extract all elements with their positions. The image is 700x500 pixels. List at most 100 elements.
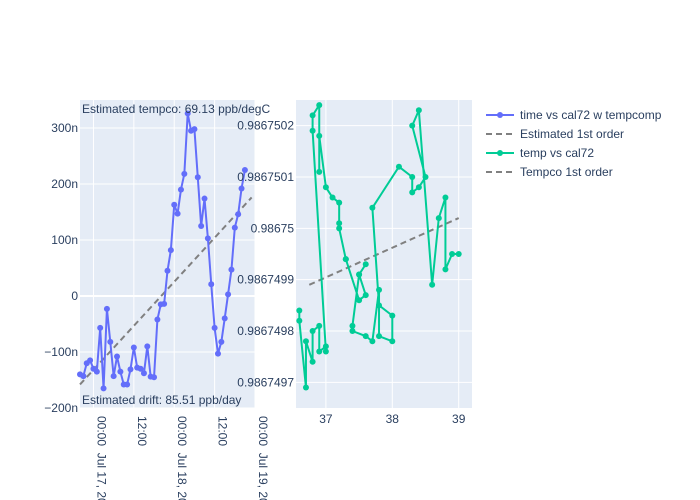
series-temp-vs-cal72-point[interactable] [369, 204, 376, 211]
right-plot-background [296, 100, 472, 408]
series-temp-vs-cal72-point[interactable] [336, 220, 343, 227]
series-temp-vs-cal72-point[interactable] [435, 215, 442, 222]
series-time-vs-cal72-point[interactable] [181, 170, 188, 177]
series-temp-vs-cal72-point[interactable] [349, 322, 356, 329]
series-temp-vs-cal72-point[interactable] [389, 312, 396, 319]
left-plot-background [80, 100, 255, 408]
series-temp-vs-cal72-point[interactable] [302, 384, 309, 391]
series-temp-vs-cal72-point[interactable] [409, 122, 416, 129]
series-temp-vs-cal72-point[interactable] [422, 174, 429, 180]
series-temp-vs-cal72-point[interactable] [349, 328, 356, 334]
series-temp-vs-cal72-point[interactable] [316, 348, 323, 355]
right-y-tick-label: 0.9867498 [237, 324, 294, 338]
legend-item-time-vs-cal72[interactable]: time vs cal72 w tempcomp [486, 108, 662, 122]
series-temp-vs-cal72-point[interactable] [316, 102, 323, 109]
series-time-vs-cal72-point[interactable] [218, 338, 225, 345]
series-temp-vs-cal72-point[interactable] [309, 328, 316, 334]
series-temp-vs-cal72-point[interactable] [376, 286, 383, 293]
series-time-vs-cal72-point[interactable] [164, 267, 171, 274]
legend-item-tempco-1st-order[interactable]: Tempco 1st order [486, 165, 613, 179]
series-time-vs-cal72-point[interactable] [103, 305, 110, 312]
series-time-vs-cal72-point[interactable] [208, 281, 215, 288]
series-temp-vs-cal72-point[interactable] [316, 322, 323, 329]
series-time-vs-cal72-point[interactable] [235, 211, 242, 218]
series-time-vs-cal72-point[interactable] [191, 126, 198, 133]
series-temp-vs-cal72-point[interactable] [395, 163, 402, 170]
series-temp-vs-cal72-point[interactable] [322, 348, 329, 355]
series-time-vs-cal72-point[interactable] [97, 324, 104, 331]
series-temp-vs-cal72-point[interactable] [309, 358, 316, 365]
series-temp-vs-cal72-point[interactable] [309, 112, 316, 119]
series-temp-vs-cal72-point[interactable] [296, 307, 303, 314]
series-time-vs-cal72-point[interactable] [117, 368, 124, 375]
series-temp-vs-cal72-point[interactable] [409, 189, 416, 196]
series-time-vs-cal72-point[interactable] [204, 235, 211, 242]
series-time-vs-cal72-point[interactable] [238, 185, 245, 192]
series-time-vs-cal72-point[interactable] [225, 291, 232, 298]
series-time-vs-cal72-point[interactable] [87, 357, 94, 364]
series-temp-vs-cal72-point[interactable] [362, 292, 369, 299]
series-time-vs-cal72-point[interactable] [137, 365, 144, 372]
series-time-vs-cal72-point[interactable] [140, 370, 147, 377]
series-temp-vs-cal72-point[interactable] [302, 338, 309, 345]
series-temp-vs-cal72-point[interactable] [322, 184, 329, 191]
right-series-layer [296, 101, 462, 391]
series-temp-vs-cal72-point[interactable] [449, 251, 456, 257]
series-temp-vs-cal72-point[interactable] [356, 271, 363, 278]
series-temp-vs-cal72-point[interactable] [296, 317, 303, 324]
series-time-vs-cal72-point[interactable] [184, 110, 191, 117]
series-time-vs-cal72-point[interactable] [93, 368, 100, 375]
series-temp-vs-cal72-point[interactable] [356, 297, 363, 304]
series-time-vs-cal72-point[interactable] [100, 385, 107, 392]
legend-item-estimated-1st-order[interactable]: Estimated 1st order [486, 127, 624, 141]
series-time-vs-cal72-point[interactable] [110, 373, 117, 380]
series-time-vs-cal72-point[interactable] [171, 201, 178, 208]
series-time-vs-cal72-point[interactable] [228, 266, 235, 273]
series-temp-vs-cal72-point[interactable] [455, 251, 462, 257]
series-temp-vs-cal72-point[interactable] [415, 184, 422, 191]
series-time-vs-cal72-point[interactable] [211, 324, 218, 331]
series-time-vs-cal72-point[interactable] [151, 374, 158, 381]
series-time-vs-cal72-point[interactable] [241, 167, 248, 173]
series-time-vs-cal72-point[interactable] [127, 366, 134, 373]
series-time-vs-cal72-point[interactable] [144, 343, 151, 350]
legend-item-temp-vs-cal72[interactable]: temp vs cal72 [486, 146, 594, 160]
series-temp-vs-cal72-point[interactable] [442, 194, 449, 201]
series-time-vs-cal72-point[interactable] [214, 350, 221, 357]
series-temp-vs-cal72-point[interactable] [329, 194, 336, 201]
series-temp-vs-cal72-point[interactable] [389, 338, 396, 345]
series-temp-vs-cal72-point[interactable] [316, 168, 323, 175]
series-temp-vs-cal72-point[interactable] [342, 256, 349, 263]
series-temp-vs-cal72-point[interactable] [376, 333, 383, 340]
legend-label-tempco-1st-order: Tempco 1st order [520, 165, 613, 179]
series-time-vs-cal72-point[interactable] [174, 210, 181, 217]
series-time-vs-cal72-point[interactable] [167, 247, 174, 254]
series-temp-vs-cal72-point[interactable] [409, 174, 416, 180]
series-time-vs-cal72-point[interactable] [130, 344, 137, 351]
series-temp-vs-cal72-point[interactable] [336, 199, 343, 206]
series-time-vs-cal72-point[interactable] [201, 195, 208, 202]
series-time-vs-cal72-point[interactable] [198, 223, 205, 229]
series-temp-vs-cal72-point[interactable] [316, 132, 323, 139]
series-time-vs-cal72-point[interactable] [124, 381, 131, 388]
series-temp-vs-cal72-point[interactable] [369, 338, 376, 345]
series-temp-vs-cal72-point[interactable] [362, 261, 369, 268]
series-temp-vs-cal72-point[interactable] [429, 281, 436, 288]
series-time-vs-cal72-point[interactable] [194, 174, 201, 181]
series-temp-vs-cal72-point[interactable] [322, 343, 329, 350]
series-temp-vs-cal72-point[interactable] [415, 107, 422, 114]
series-time-vs-cal72-point[interactable] [231, 224, 238, 231]
series-temp-vs-cal72-point[interactable] [362, 333, 369, 340]
series-time-vs-cal72-point[interactable] [107, 338, 114, 345]
series-temp-vs-cal72-point[interactable] [442, 266, 449, 273]
series-time-vs-cal72-point[interactable] [221, 315, 228, 322]
series-temp-vs-cal72-point[interactable] [376, 302, 383, 309]
series-time-vs-cal72-point[interactable] [154, 316, 161, 323]
series-time-vs-cal72-point[interactable] [114, 353, 121, 360]
left-y-tick-label: −100n [44, 345, 78, 359]
series-time-vs-cal72-point[interactable] [177, 186, 184, 193]
series-time-vs-cal72-point[interactable] [80, 373, 87, 380]
series-temp-vs-cal72-point[interactable] [336, 225, 343, 232]
series-time-vs-cal72-point[interactable] [161, 300, 168, 307]
series-temp-vs-cal72-point[interactable] [309, 127, 316, 134]
